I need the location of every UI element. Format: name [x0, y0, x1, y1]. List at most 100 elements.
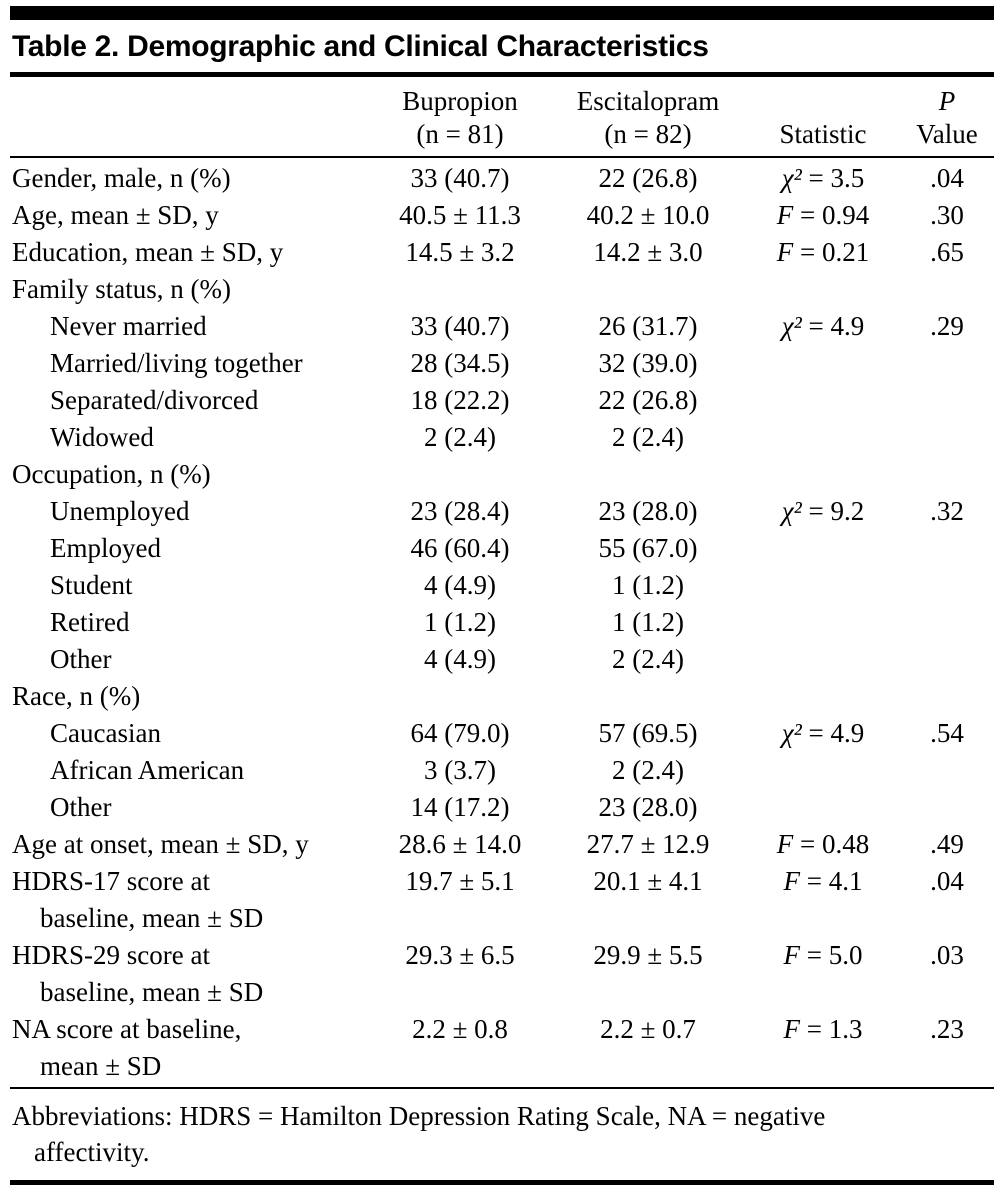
- footnote-line-1: Abbreviations: HDRS = Hamilton Depressio…: [12, 1101, 826, 1131]
- cell-escitalopram-value: 55 (67.0): [598, 533, 698, 563]
- cell-escitalopram-value: 57 (69.5): [598, 718, 698, 748]
- header-col-bupropion: Bupropion (n = 81): [370, 85, 550, 151]
- cell-statistic-value: F = 0.94: [776, 200, 870, 230]
- footnote-line-2: affectivity.: [34, 1137, 150, 1167]
- cell-bupropion-value: 4 (4.9): [424, 644, 496, 674]
- row-label: Age, mean ± SD, y: [12, 200, 219, 230]
- header-spacer: [10, 85, 370, 151]
- cell-statistic-value: χ² = 9.2: [781, 496, 865, 526]
- row-label: African American: [50, 755, 245, 785]
- row-label: Gender, male, n (%): [12, 163, 231, 193]
- statistic-symbol: χ²: [781, 311, 802, 341]
- row-label: Married/living together: [50, 348, 303, 378]
- header-escitalopram-name: Escitalopram: [576, 86, 720, 116]
- statistic-symbol: χ²: [781, 496, 802, 526]
- cell-escitalopram-value: 1 (1.2): [612, 570, 684, 600]
- cell-p-value: .23: [930, 1014, 964, 1044]
- cell-bupropion-value: 28.6 ± 14.0: [398, 829, 522, 859]
- cell-escitalopram-value: 29.9 ± 5.5: [593, 940, 703, 970]
- cell-escitalopram-value: 23 (28.0): [598, 496, 698, 526]
- row-label: HDRS-17 score at baseline, mean ± SD: [12, 866, 264, 933]
- header-statistic-label: Statistic: [779, 119, 867, 149]
- table-row: Education, mean ± SD, y 14.5 ± 3.2 14.2 ± …: [10, 234, 994, 271]
- cell-escitalopram-value: 40.2 ± 10.0: [586, 200, 710, 230]
- header-rule: [10, 156, 994, 158]
- table-row: Retired 1 (1.2) 1 (1.2): [10, 604, 994, 641]
- cell-bupropion-value: 28 (34.5): [410, 348, 510, 378]
- table-row: Unemployed 23 (28.4) 23 (28.0) χ² = 9.2 .32: [10, 493, 994, 530]
- cell-bupropion-value: 1 (1.2): [424, 607, 496, 637]
- table-row: African American 3 (3.7) 2 (2.4): [10, 752, 994, 789]
- header-col-statistic: Statistic: [746, 85, 900, 151]
- row-label: NA score at baseline, mean ± SD: [12, 1014, 242, 1081]
- table-row: Age, mean ± SD, y 40.5 ± 11.3 40.2 ± 10.0 F…: [10, 197, 994, 234]
- cell-bupropion-value: 2.2 ± 0.8: [412, 1014, 508, 1044]
- cell-bupropion-value: 64 (79.0): [410, 718, 510, 748]
- statistic-symbol: F: [776, 829, 794, 859]
- cell-escitalopram-value: 2 (2.4): [612, 422, 684, 452]
- table-title: Table 2. Demographic and Clinical Charac…: [12, 30, 709, 63]
- cell-statistic-value: F = 5.0: [783, 940, 863, 970]
- cell-escitalopram-value: 32 (39.0): [598, 348, 698, 378]
- row-label: HDRS-29 score at baseline, mean ± SD: [12, 940, 264, 1007]
- cell-escitalopram-value: 26 (31.7): [598, 311, 698, 341]
- statistic-symbol: F: [783, 866, 801, 896]
- cell-bupropion-value: 14.5 ± 3.2: [405, 237, 515, 267]
- top-rule: [10, 6, 994, 20]
- cell-bupropion-value: 3 (3.7): [424, 755, 496, 785]
- row-label: Family status, n (%): [12, 274, 231, 304]
- statistic-symbol: χ²: [781, 718, 802, 748]
- table-row: Other 14 (17.2) 23 (28.0): [10, 789, 994, 826]
- statistic-symbol: F: [776, 237, 794, 267]
- cell-bupropion-value: 46 (60.4): [410, 533, 510, 563]
- header-value-label: Value: [916, 119, 978, 149]
- row-label: Retired: [50, 607, 130, 637]
- cell-statistic-value: χ² = 4.9: [781, 718, 865, 748]
- cell-bupropion-value: 19.7 ± 5.1: [405, 866, 515, 896]
- cell-p-value: .29: [930, 311, 964, 341]
- cell-escitalopram-value: 14.2 ± 3.0: [593, 237, 703, 267]
- header-col-p-value: P Value: [900, 85, 994, 151]
- table-header: Bupropion (n = 81) Escitalopram (n = 82)…: [10, 77, 994, 156]
- cell-bupropion-value: 33 (40.7): [410, 163, 510, 193]
- row-label: Other: [50, 644, 112, 674]
- cell-p-value: .30: [930, 200, 964, 230]
- cell-p-value: .04: [930, 866, 964, 896]
- row-label: Education, mean ± SD, y: [12, 237, 284, 267]
- cell-statistic-value: χ² = 3.5: [781, 163, 865, 193]
- statistic-symbol: F: [776, 200, 794, 230]
- cell-p-value: .03: [930, 940, 964, 970]
- cell-statistic-value: F = 0.48: [776, 829, 870, 859]
- cell-bupropion-value: 4 (4.9): [424, 570, 496, 600]
- row-label: Other: [50, 792, 112, 822]
- cell-escitalopram-value: 20.1 ± 4.1: [593, 866, 703, 896]
- table-row: Other 4 (4.9) 2 (2.4): [10, 641, 994, 678]
- table-row: HDRS-17 score at baseline, mean ± SD 19.7 …: [10, 863, 994, 937]
- cell-statistic-value: F = 1.3: [783, 1014, 863, 1044]
- statistic-symbol: F: [783, 940, 801, 970]
- cell-bupropion-value: 40.5 ± 11.3: [399, 200, 521, 230]
- table-row: Caucasian 64 (79.0) 57 (69.5) χ² = 4.9 .54: [10, 715, 994, 752]
- cell-escitalopram-value: 2.2 ± 0.7: [600, 1014, 696, 1044]
- cell-bupropion-value: 18 (22.2): [410, 385, 510, 415]
- table-row: Age at onset, mean ± SD, y 28.6 ± 14.0 27.…: [10, 826, 994, 863]
- cell-p-value: .54: [930, 718, 964, 748]
- cell-escitalopram-value: 2 (2.4): [612, 755, 684, 785]
- row-label: Never married: [50, 311, 207, 341]
- table-footnote: Abbreviations: HDRS = Hamilton Depressio…: [10, 1089, 994, 1180]
- row-label: Age at onset, mean ± SD, y: [12, 829, 309, 859]
- table-row: Student 4 (4.9) 1 (1.2): [10, 567, 994, 604]
- header-bupropion-n: (n = 81): [416, 119, 504, 149]
- table-row: Never married 33 (40.7) 26 (31.7) χ² = 4.9.…: [10, 308, 994, 345]
- cell-p-value: .04: [930, 163, 964, 193]
- row-label: Unemployed: [50, 496, 190, 526]
- cell-p-value: .49: [930, 829, 964, 859]
- cell-escitalopram-value: 22 (26.8): [598, 163, 698, 193]
- cell-statistic-value: χ² = 4.9: [781, 311, 865, 341]
- cell-p-value: .65: [930, 237, 964, 267]
- table-row: Family status, n (%): [10, 271, 994, 308]
- cell-escitalopram-value: 1 (1.2): [612, 607, 684, 637]
- row-label: Widowed: [50, 422, 154, 452]
- cell-escitalopram-value: 2 (2.4): [612, 644, 684, 674]
